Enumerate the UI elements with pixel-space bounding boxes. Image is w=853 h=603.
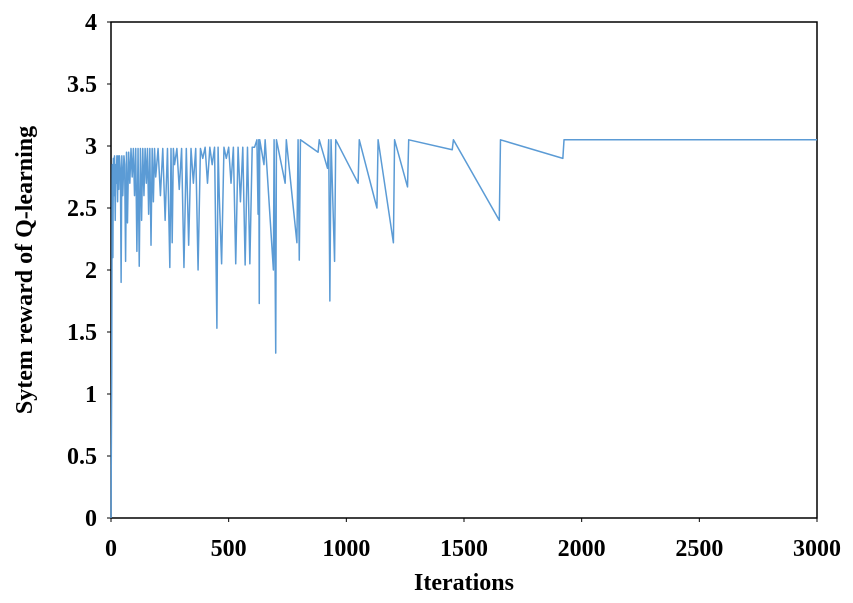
y-tick-label: 2 — [85, 258, 97, 284]
y-tick-label: 4 — [85, 10, 97, 36]
x-tick-label: 2000 — [558, 536, 606, 562]
x-tick-label: 0 — [105, 536, 117, 562]
y-tick-label: 1 — [85, 382, 97, 408]
y-tick-label: 0 — [85, 506, 97, 532]
x-tick-label: 2500 — [675, 536, 723, 562]
x-tick-label: 1500 — [440, 536, 488, 562]
x-axis-title: Iterations — [414, 570, 514, 596]
x-tick-label: 3000 — [793, 536, 841, 562]
y-axis-title: Sytem reward of Q-learning — [12, 126, 38, 414]
x-tick-label: 1000 — [322, 536, 370, 562]
y-tick-label: 3.5 — [67, 72, 97, 98]
y-tick-label: 1.5 — [67, 320, 97, 346]
x-tick-label: 500 — [211, 536, 247, 562]
y-tick-label: 2.5 — [67, 196, 97, 222]
y-tick-label: 0.5 — [67, 444, 97, 470]
y-tick-label: 3 — [85, 134, 97, 160]
data-line — [110, 139, 817, 519]
